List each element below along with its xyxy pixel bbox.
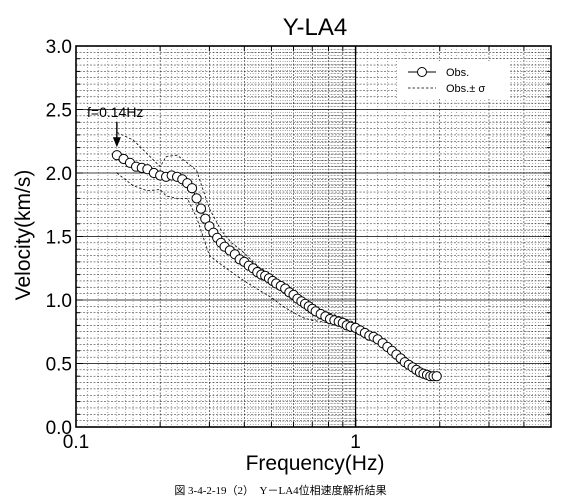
y-tick-label: 3.0 (46, 37, 72, 58)
x-tick-labels: 0.1 1 (63, 432, 361, 453)
figure-caption: 図 3-4-2-19（2） Y－LA4位相速度解析結果 (174, 485, 387, 497)
grid-lines (76, 46, 551, 427)
y-tick-label: 0.5 (46, 355, 72, 376)
legend-box (398, 61, 510, 99)
obs-point (191, 193, 202, 204)
y-tick-label: 1.5 (46, 228, 72, 249)
obs-point (186, 183, 198, 194)
x-tick-label: 0.1 (63, 432, 89, 453)
y-axis-label: Velocity(km/s) (12, 170, 35, 301)
obs-point (195, 203, 207, 214)
y-tick-label: 1.0 (46, 291, 72, 312)
chart-title: Y-LA4 (283, 14, 348, 41)
annotation-text: f=0.14Hz (87, 104, 143, 120)
axis-ticks (76, 46, 551, 427)
legend: Obs. Obs.± σ (398, 61, 510, 99)
obs-point (431, 371, 442, 382)
annotation-arrow-head (112, 137, 121, 148)
y-tick-labels: 0.0 0.5 1.0 1.5 2.0 2.5 3.0 (46, 37, 72, 439)
obs-plus-sigma-line (116, 132, 356, 324)
sigma-band-lines (116, 132, 356, 328)
legend-obs-marker (417, 67, 427, 77)
obs-series (111, 150, 442, 382)
x-tick-label: 1 (350, 432, 361, 453)
x-axis-label: Frequency(Hz) (246, 452, 385, 475)
y-tick-label: 0.0 (46, 418, 72, 439)
y-tick-label: 2.0 (46, 164, 72, 185)
legend-sigma-label: Obs.± σ (446, 83, 485, 95)
y-tick-label: 2.5 (46, 101, 72, 122)
legend-obs-label: Obs. (446, 67, 469, 79)
obs-minus-sigma-line (116, 172, 356, 328)
frequency-annotation: f=0.14Hz (87, 104, 143, 148)
